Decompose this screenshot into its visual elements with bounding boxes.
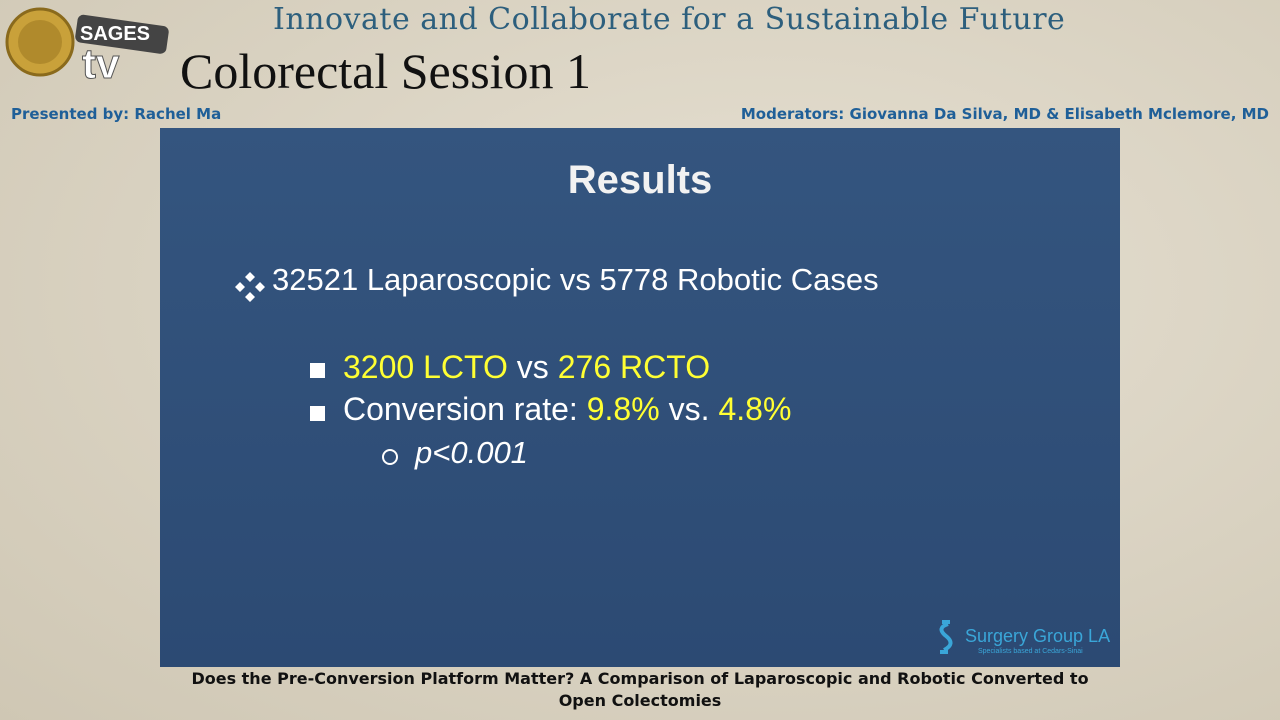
text-run: vs bbox=[516, 349, 549, 385]
square-bullet bbox=[310, 406, 325, 421]
bullet: p<0.001 bbox=[415, 435, 528, 471]
text-run: 32521 Laparoscopic vs 5778 Robotic Cases bbox=[272, 262, 879, 297]
circle-bullet bbox=[382, 449, 398, 465]
text-run: vs. bbox=[668, 391, 710, 427]
text-run: p<0.001 bbox=[415, 435, 528, 470]
logo: SAGES tv bbox=[5, 7, 169, 88]
moderators: Moderators: Giovanna Da Silva, MD & Elis… bbox=[740, 105, 1269, 123]
session-title: Colorectal Session 1 bbox=[180, 43, 592, 99]
logo-brand: SAGES bbox=[80, 23, 150, 45]
bullet: 3200 LCTO vs 276 RCTO bbox=[343, 349, 710, 386]
sponsor-logo bbox=[939, 620, 953, 654]
logo-channel: tv bbox=[82, 40, 120, 87]
slide: Results bbox=[160, 128, 1120, 667]
text-run: 3200 LCTO bbox=[343, 349, 508, 385]
tagline: Innovate and Collaborate for a Sustainab… bbox=[273, 2, 1066, 37]
square-bullet bbox=[310, 363, 325, 378]
text-run: 276 RCTO bbox=[557, 349, 711, 385]
sponsor-note: Specialists based at Cedars-Sinai bbox=[978, 648, 1083, 655]
diamond-bullet bbox=[235, 272, 265, 302]
sponsor-name: Surgery Group LA bbox=[965, 626, 1111, 646]
text-run: 9.8% bbox=[586, 391, 660, 427]
text-run: Conversion rate: bbox=[343, 391, 578, 427]
text-run: 4.8% bbox=[718, 391, 792, 427]
presenter: Presented by: Rachel Ma bbox=[11, 105, 222, 123]
bullet: Conversion rate: 9.8% vs. 4.8% bbox=[343, 391, 791, 428]
bullet: 32521 Laparoscopic vs 5778 Robotic Cases bbox=[272, 262, 879, 298]
slide-title: Results bbox=[567, 158, 713, 202]
caption: Does the Pre-Conversion Platform Matter?… bbox=[191, 669, 1089, 710]
